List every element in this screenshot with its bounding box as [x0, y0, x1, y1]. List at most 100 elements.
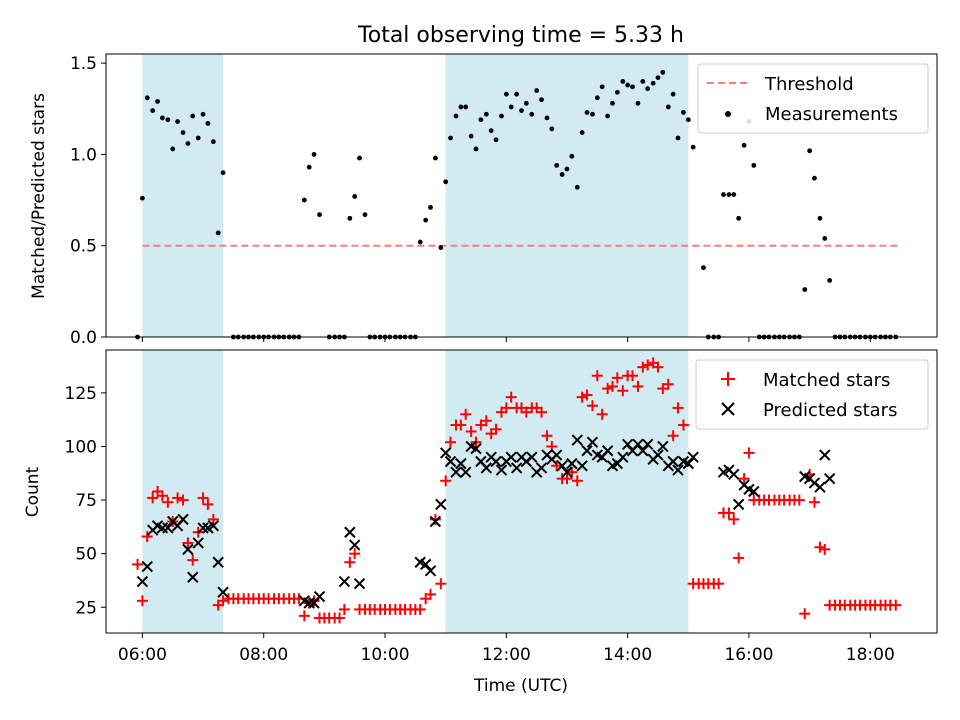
- predicted-star-point: [187, 571, 199, 583]
- measurement-point: [685, 117, 691, 123]
- measurement-point: [635, 100, 641, 106]
- matched-star-point: [217, 595, 229, 607]
- y-tick-label: 1.5: [70, 54, 97, 74]
- y-tick-label: 75: [75, 491, 97, 511]
- predicted-star-point: [586, 436, 599, 448]
- predicted-star-point: [732, 498, 745, 511]
- top-y-axis-label: Matched/Predicted stars: [29, 93, 49, 299]
- predicted-star-point: [621, 438, 634, 451]
- matched-star-point: [147, 492, 159, 504]
- measurement-point: [210, 139, 216, 145]
- legend-predicted-label: Predicted stars: [763, 400, 897, 421]
- matched-star-point: [414, 603, 426, 615]
- measurement-point: [620, 78, 626, 84]
- matched-star-point: [460, 408, 472, 420]
- measurement-point: [180, 130, 186, 135]
- predicted-star-point: [162, 522, 174, 534]
- measurement-point: [594, 95, 600, 101]
- predicted-stars-points: [136, 434, 836, 609]
- measurement-point: [306, 164, 312, 170]
- matched-star-point: [202, 498, 214, 510]
- predicted-star-point: [748, 485, 760, 498]
- measurement-point: [453, 113, 459, 119]
- matched-star-point: [197, 492, 209, 504]
- predicted-star-point: [444, 455, 457, 468]
- measurement-point: [590, 111, 595, 117]
- measurement-point: [220, 170, 226, 176]
- matched-star-point: [723, 507, 735, 519]
- measurement-point: [660, 69, 666, 75]
- predicted-star-point: [353, 577, 366, 590]
- matched-star-point: [435, 578, 447, 590]
- matched-star-point: [465, 425, 477, 437]
- matched-star-point: [571, 475, 583, 487]
- predicted-star-point: [535, 462, 548, 474]
- measurement-point: [614, 89, 620, 95]
- matched-star-point: [602, 383, 614, 395]
- x-tick-label: 18:00: [846, 645, 895, 665]
- matched-star-point: [207, 513, 219, 525]
- predicted-star-point: [313, 590, 326, 603]
- matched-star-point: [455, 419, 467, 431]
- bottom-legend: Matched stars Predicted stars: [695, 359, 929, 430]
- predicted-star-point: [459, 466, 472, 478]
- predicted-star-point: [419, 558, 432, 571]
- predicted-star-point: [182, 543, 194, 556]
- bottom-legend-box: [695, 359, 929, 430]
- measurement-point: [675, 135, 681, 141]
- legend-predicted-swatch: [721, 402, 735, 416]
- matched-star-point: [642, 359, 654, 371]
- legend-matched-swatch: [721, 372, 735, 386]
- top-axes-frame: [105, 53, 938, 338]
- bottom-y-axis-label: Count: [23, 466, 43, 517]
- measurement-point: [539, 97, 544, 103]
- matched-stars-points: [132, 357, 902, 624]
- measurement-point: [569, 153, 575, 159]
- y-tick-label: 1.0: [70, 145, 97, 165]
- predicted-star-point: [652, 449, 664, 461]
- predicted-star-point: [212, 556, 224, 568]
- y-tick-label: 125: [65, 384, 97, 404]
- matched-star-point: [505, 391, 517, 403]
- predicted-star-point: [450, 466, 462, 478]
- matched-star-point: [576, 391, 588, 403]
- measurement-point: [317, 212, 322, 218]
- measurement-point: [357, 155, 362, 161]
- bottom-y-axis-ticks: 25 50 75 100 125: [65, 384, 106, 618]
- matched-star-point: [541, 430, 553, 442]
- predicted-star-point: [207, 520, 220, 532]
- shaded-interval: [445, 350, 689, 633]
- measurement-point: [195, 135, 201, 141]
- y-tick-label: 0.0: [70, 328, 97, 348]
- predicted-star-point: [561, 466, 573, 478]
- measurement-point: [549, 126, 555, 132]
- legend-threshold-label: Threshold: [764, 74, 854, 95]
- measurement-point: [822, 236, 828, 241]
- x-tick-label: 10:00: [361, 645, 410, 665]
- measurement-point: [160, 115, 165, 121]
- matched-star-point: [162, 496, 174, 508]
- predicted-star-point: [632, 438, 644, 451]
- predicted-star-point: [470, 442, 482, 455]
- measurement-point: [478, 117, 484, 123]
- matched-star-point: [667, 430, 679, 442]
- measurement-point: [301, 197, 307, 203]
- matched-star-point: [425, 588, 437, 600]
- measurement-point: [448, 135, 453, 141]
- predicted-star-point: [455, 457, 467, 470]
- predicted-star-point: [550, 449, 563, 461]
- matched-star-point: [172, 492, 184, 504]
- measurement-point: [726, 192, 732, 197]
- measurement-point: [468, 133, 474, 139]
- x-tick-label: 08:00: [239, 645, 288, 665]
- predicted-star-point: [505, 451, 517, 463]
- predicted-star-point: [480, 462, 493, 474]
- measurement-point: [523, 100, 529, 106]
- measurement-point: [417, 239, 423, 245]
- x-tick-label: 16:00: [724, 645, 773, 665]
- measurement-point: [665, 104, 671, 110]
- matched-star-point: [480, 415, 492, 427]
- matched-star-point: [334, 612, 346, 624]
- top-panel: 0.0 0.5 1.0 1.5 Matched/Predicted stars Thr…: [29, 53, 938, 348]
- matched-star-point: [177, 494, 189, 506]
